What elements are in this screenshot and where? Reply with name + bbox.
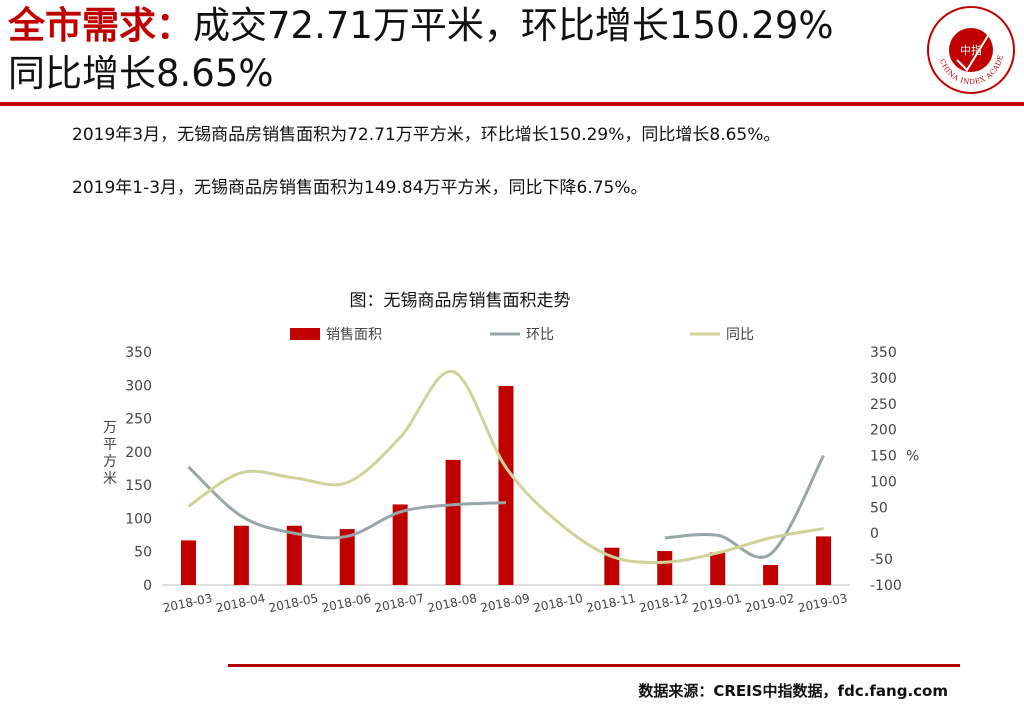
y-left-tick-0: 0 xyxy=(143,578,152,594)
y-right-tick-2: 0 xyxy=(870,526,879,542)
x-tick-2018-07: 2018-07 xyxy=(373,591,425,615)
y-right-tick-9: 350 xyxy=(870,345,897,361)
bar-2018-08 xyxy=(445,459,461,585)
bar-2018-03 xyxy=(180,540,196,585)
x-tick-2018-05: 2018-05 xyxy=(267,591,319,615)
y-right-tick-1: -50 xyxy=(870,552,893,568)
y-right-tick-6: 200 xyxy=(870,423,897,439)
x-tick-2018-04: 2018-04 xyxy=(215,591,267,615)
chart-title: 图：无锡商品房销售面积走势 xyxy=(350,291,571,311)
y-left-tick-7: 350 xyxy=(125,345,152,361)
bar-2018-05 xyxy=(286,525,302,585)
y-right-tick-7: 250 xyxy=(870,397,897,413)
x-tick-2019-01: 2019-01 xyxy=(691,591,743,615)
china-index-academy-logo: CHINA INDEX ACADEMY 中指 xyxy=(925,4,1015,94)
bar-2019-01 xyxy=(710,552,726,585)
bar-2019-03 xyxy=(816,536,832,585)
y-left-label: 万平方米 xyxy=(103,420,117,487)
bar-2018-09 xyxy=(498,385,514,585)
y-left-tick-4: 200 xyxy=(125,445,152,461)
y-right-tick-3: 50 xyxy=(870,500,888,516)
title-line2: 同比增长8.65% xyxy=(8,52,274,95)
x-tick-2018-06: 2018-06 xyxy=(320,591,372,615)
bar-2018-04 xyxy=(233,525,249,585)
y-right-tick-0: -100 xyxy=(870,578,902,594)
summary-paragraph-1: 2019年3月，无锡商品房销售面积为72.71万平方米，环比增长150.29%，… xyxy=(72,125,781,145)
x-tick-2018-11: 2018-11 xyxy=(585,591,637,615)
y-right-tick-5: 150 xyxy=(870,449,897,465)
legend-label-1: 环比 xyxy=(526,327,554,343)
title-highlight: 全市需求： xyxy=(8,4,193,47)
legend-label-0: 销售面积 xyxy=(326,327,382,343)
x-tick-2018-10: 2018-10 xyxy=(532,591,584,615)
y-left-tick-6: 300 xyxy=(125,378,152,394)
x-tick-2019-02: 2019-02 xyxy=(744,591,796,615)
x-tick-2018-08: 2018-08 xyxy=(426,591,478,615)
y-left-tick-1: 50 xyxy=(134,545,152,561)
data-source: 数据来源：CREIS中指数据，fdc.fang.com xyxy=(638,682,948,700)
title-line1: 成交72.71万平米，环比增长150.29% xyxy=(193,4,834,47)
y-left-tick-3: 150 xyxy=(125,478,152,494)
line-环比-segment-0 xyxy=(187,465,507,540)
line-同比-segment-0 xyxy=(187,370,824,565)
x-tick-2019-03: 2019-03 xyxy=(797,591,849,615)
header-divider xyxy=(0,102,1024,106)
y-right-tick-4: 100 xyxy=(870,474,897,490)
footer-divider xyxy=(228,664,960,667)
line-环比-segment-1 xyxy=(664,454,825,559)
y-right-label: % xyxy=(906,449,919,465)
bar-2018-12 xyxy=(657,551,673,585)
legend-label-2: 同比 xyxy=(726,327,754,343)
x-tick-2018-09: 2018-09 xyxy=(479,591,531,615)
bar-2019-02 xyxy=(763,565,779,585)
y-left-tick-5: 250 xyxy=(125,412,152,428)
bar-2018-06 xyxy=(339,529,355,585)
page-title: 全市需求：成交72.71万平米，环比增长150.29% 同比增长8.65% xyxy=(8,2,908,98)
x-tick-2018-12: 2018-12 xyxy=(638,591,690,615)
legend-swatch-0 xyxy=(290,328,320,340)
y-right-tick-8: 300 xyxy=(870,371,897,387)
y-left-tick-2: 100 xyxy=(125,511,152,527)
x-tick-2018-03: 2018-03 xyxy=(162,591,214,615)
summary-paragraph-2: 2019年1-3月，无锡商品房销售面积为149.84万平方米，同比下降6.75%… xyxy=(72,178,648,198)
bar-2018-07 xyxy=(392,504,408,585)
